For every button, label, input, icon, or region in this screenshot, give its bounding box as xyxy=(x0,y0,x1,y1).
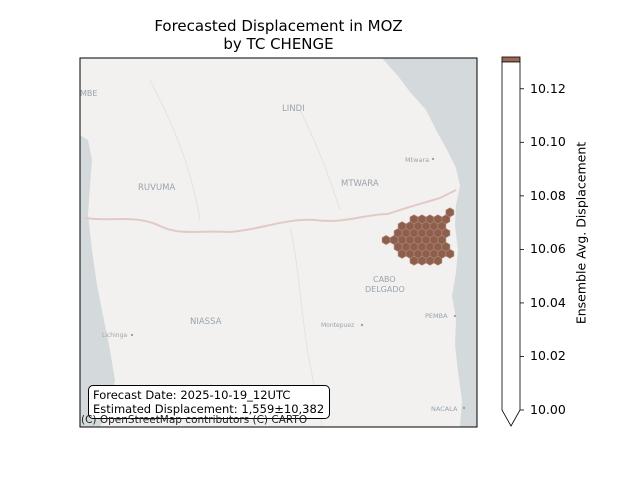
label-lichinga: Lichinga xyxy=(102,332,127,339)
colorbar-tick-label: 10.02 xyxy=(530,348,566,364)
label-nacala: NACALA xyxy=(431,405,458,413)
label-niassa: NIASSA xyxy=(190,317,222,327)
chart-title: Forecasted Displacement in MOZ by TC CHE… xyxy=(80,17,477,53)
label-mbe: MBE xyxy=(80,89,97,98)
colorbar-body xyxy=(501,61,521,427)
city-dots xyxy=(130,157,466,410)
label-cabo: CABO xyxy=(373,275,396,284)
colorbar-over-swatch xyxy=(501,56,521,63)
colorbar-tick-label: 10.10 xyxy=(530,134,566,150)
label-mtwara: MTWARA xyxy=(341,179,379,189)
estimated-displacement: Estimated Displacement: 1,559±10,382 xyxy=(93,402,325,416)
displacement-hex-cluster[interactable] xyxy=(381,207,455,266)
displacement-hex xyxy=(425,255,435,266)
ocean xyxy=(382,58,477,427)
label-lindi: LINDI xyxy=(282,104,305,114)
colorbar xyxy=(501,56,524,427)
label-montepuez: Montepuez xyxy=(321,322,354,329)
forecast-info-box: Forecast Date: 2025-10-19_12UTC Estimate… xyxy=(88,385,331,419)
label-mtwara-city: Mtwara xyxy=(405,156,429,164)
colorbar-tick-label: 10.08 xyxy=(530,187,566,203)
label-pemba: PEMBA xyxy=(425,312,448,320)
label-ruvuma: RUVUMA xyxy=(138,183,175,193)
label-delgado: DELGADO xyxy=(365,285,405,294)
region-boundary-2 xyxy=(149,79,201,221)
colorbar-label: Ensemble Avg. Displacement xyxy=(573,141,589,325)
displacement-hex xyxy=(417,255,427,266)
colorbar-tick-label: 10.12 xyxy=(530,80,566,96)
map-area[interactable]: MBE LINDI Mtwara RUVUMA MTWARA CABO DELG… xyxy=(80,58,477,427)
displacement-hex xyxy=(409,255,419,266)
colorbar-tick-label: 10.00 xyxy=(530,402,566,417)
displacement-hex xyxy=(433,255,443,266)
displacement-hex xyxy=(381,235,391,245)
colorbar-tick-label: 10.04 xyxy=(530,294,566,310)
title-line-1: Forecasted Displacement in MOZ xyxy=(154,17,403,35)
map-labels: MBE LINDI Mtwara RUVUMA MTWARA CABO DELG… xyxy=(80,89,458,413)
displacement-hex xyxy=(445,248,455,259)
map-frame xyxy=(79,57,478,428)
lake-malawi xyxy=(80,135,115,427)
forecast-date: Forecast Date: 2025-10-19_12UTC xyxy=(93,388,291,402)
country-border xyxy=(84,189,457,234)
title-line-2: by TC CHENGE xyxy=(223,35,334,53)
colorbar-ticks xyxy=(520,88,524,411)
region-boundary xyxy=(299,109,341,211)
colorbar-tick-label: 10.06 xyxy=(530,241,566,257)
map-attribution: (C) OpenStreetMap contributors (C) CARTO xyxy=(81,414,308,426)
displacement-hex xyxy=(397,248,407,259)
